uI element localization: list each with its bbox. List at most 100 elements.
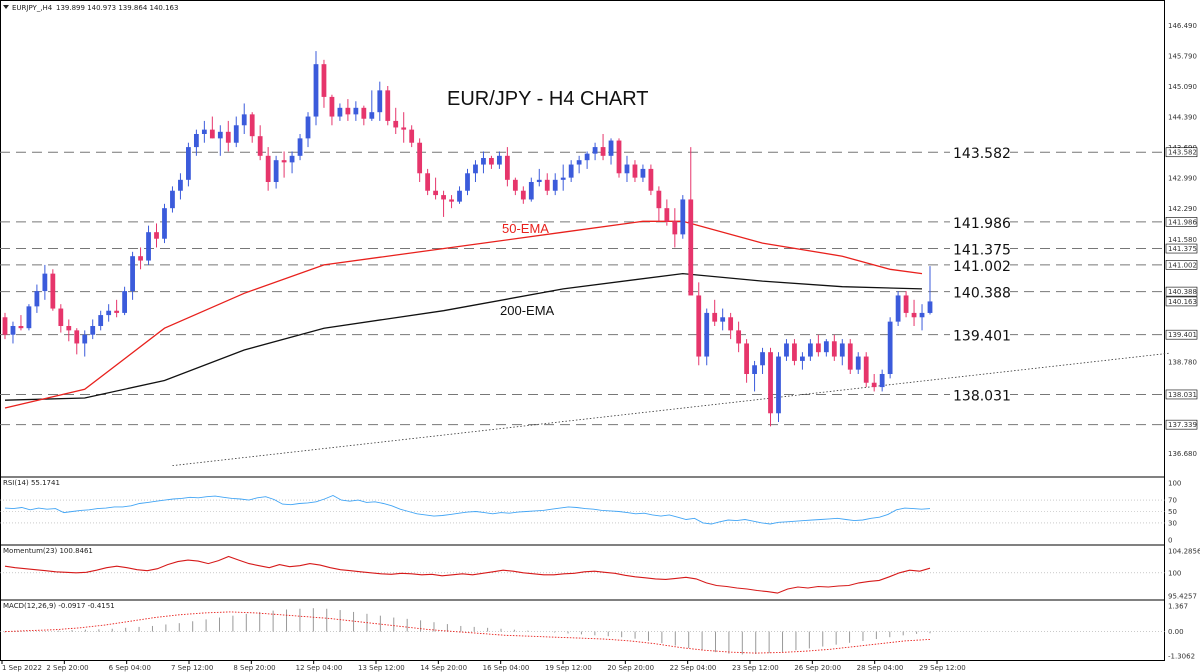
candle-body xyxy=(903,295,909,313)
price-tick: 141.375 xyxy=(1168,245,1197,253)
x-tick-label: 22 Sep 04:00 xyxy=(670,664,717,672)
candle-body xyxy=(536,179,542,182)
candle-body xyxy=(209,129,215,139)
chart-frame xyxy=(0,0,1165,661)
candle-body xyxy=(728,317,734,331)
candle-body xyxy=(592,147,598,154)
candle-body xyxy=(2,317,8,335)
x-tick-label: 28 Sep 04:00 xyxy=(857,664,904,672)
x-tick-label: 20 Sep 20:00 xyxy=(607,664,654,672)
candle-body xyxy=(887,321,893,374)
x-tick-label: 23 Sep 12:00 xyxy=(732,664,779,672)
price-tick: 142.290 xyxy=(1168,205,1197,213)
candle-body xyxy=(792,343,797,361)
candle-body xyxy=(481,158,486,165)
x-tick-label: 19 Sep 12:00 xyxy=(545,664,592,672)
level-label: 141.002 xyxy=(953,259,1011,275)
candle-body xyxy=(257,136,263,156)
ema50-line xyxy=(4,220,923,409)
candle-body xyxy=(560,177,566,180)
price-tag-box xyxy=(1165,389,1198,400)
candle-body xyxy=(90,326,96,335)
dropdown-arrow-icon[interactable] xyxy=(3,5,9,9)
price-tick: 137.339 xyxy=(1168,421,1197,429)
macd-tick: 0.00 xyxy=(1168,628,1184,636)
price-tick: 143.582 xyxy=(1168,149,1197,157)
level-label-bg xyxy=(950,238,1010,259)
candle-body xyxy=(871,382,877,388)
candle-body xyxy=(265,155,271,182)
candle-body xyxy=(504,155,510,180)
candle-body xyxy=(600,147,606,156)
candle-body xyxy=(616,140,622,174)
x-tick-label: 14 Sep 20:00 xyxy=(420,664,467,672)
x-tick-label: 6 Sep 04:00 xyxy=(109,664,151,672)
candle-body xyxy=(34,291,40,307)
candle-body xyxy=(656,190,662,209)
candle-body xyxy=(457,190,462,202)
candle-body xyxy=(760,352,765,366)
candle-body xyxy=(18,326,24,329)
candle-body xyxy=(58,308,64,326)
candle-body xyxy=(337,107,343,117)
candle-body xyxy=(449,199,454,202)
candle-body xyxy=(170,190,175,209)
level-label-bg xyxy=(950,324,1010,345)
rsi-tick: 100 xyxy=(1168,480,1181,488)
candle-body xyxy=(831,341,837,357)
candle-body xyxy=(154,232,159,239)
x-tick-label: 26 Sep 20:00 xyxy=(794,664,841,672)
price-tag-box xyxy=(1165,260,1198,270)
candle-body xyxy=(441,195,446,200)
level-label-bg xyxy=(950,211,1010,232)
price-tag-box xyxy=(1165,217,1198,227)
candle-body xyxy=(879,374,885,388)
price-tag-box xyxy=(1165,329,1198,340)
level-label: 143.582 xyxy=(953,146,1011,162)
x-tick-label: 2 Sep 20:00 xyxy=(46,664,88,672)
candle-body xyxy=(847,343,853,370)
candle-body xyxy=(911,312,917,318)
candle-body xyxy=(249,114,255,137)
candle-body xyxy=(895,295,901,322)
candle-body xyxy=(313,64,319,117)
symbol-label: EURJPY_,H4 xyxy=(12,4,53,12)
price-tick: 141.002 xyxy=(1168,261,1197,269)
candle-body xyxy=(417,142,423,174)
candle-body xyxy=(186,147,191,180)
candle-body xyxy=(800,356,805,361)
candle-body xyxy=(74,330,80,344)
candle-body xyxy=(465,173,470,191)
candle-body xyxy=(26,306,32,329)
level-label-bg xyxy=(950,384,1010,405)
candle-body xyxy=(688,199,694,296)
level-label-bg xyxy=(950,254,1010,275)
price-tag-box xyxy=(1165,243,1198,254)
candle-body xyxy=(178,179,183,191)
ema50-annotation: 50-EMA xyxy=(502,221,549,236)
candle-body xyxy=(433,190,438,196)
candle-body xyxy=(624,164,630,174)
rsi-title: RSI(14) 55.1741 xyxy=(3,479,60,487)
candle-body xyxy=(273,160,279,182)
candle-body xyxy=(919,312,925,318)
candle-body xyxy=(409,129,415,143)
candle-body xyxy=(839,343,845,357)
candle-body xyxy=(640,168,646,178)
level-label-bg xyxy=(950,142,1010,163)
x-tick-label: 13 Sep 12:00 xyxy=(358,664,405,672)
candle-body xyxy=(497,155,502,165)
candle-body xyxy=(744,343,749,374)
x-tick-label: 29 Sep 12:00 xyxy=(919,664,966,672)
price-tick: 140.163 xyxy=(1168,298,1197,306)
candle-body xyxy=(736,330,742,344)
candle-body xyxy=(122,291,128,313)
x-tick-label: 1 Sep 2022 xyxy=(2,664,42,672)
price-tag-box xyxy=(1165,419,1198,430)
candle-body xyxy=(927,301,933,313)
candle-body xyxy=(106,310,112,316)
candle-body xyxy=(815,343,821,353)
level-label: 138.031 xyxy=(953,388,1011,404)
x-tick-label: 7 Sep 12:00 xyxy=(171,664,213,672)
